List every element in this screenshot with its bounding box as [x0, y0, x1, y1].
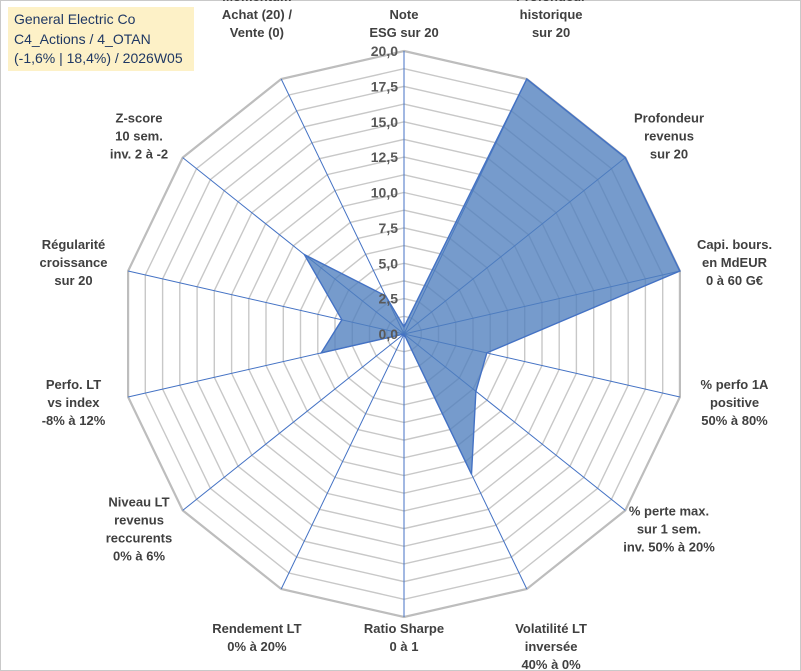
axis-category-label-line: revenus [114, 512, 164, 527]
axis-category-label: Profondeur revenus sur 20 [634, 111, 704, 162]
radial-tick-labels: 0,0 2,5 5,0 7,5 10,0 12,5 15,0 17,5 20,0 [371, 43, 398, 342]
axis-category-label: Perfo. LT vs index -8% à 12% [42, 377, 106, 428]
tick-label: 15,0 [371, 114, 398, 130]
axis-category-label: Profondeur historique sur 20 [516, 0, 586, 40]
axis-category-label-line: ESG sur 20 [369, 25, 438, 40]
axis-category-label-line: revenus [644, 129, 694, 144]
tick-label: 2,5 [379, 291, 399, 307]
tick-label: 0,0 [379, 326, 399, 342]
axis-category-label-line: inversée [525, 639, 578, 654]
axis-category-label-line: Profondeur [634, 111, 704, 126]
axis-spoke [280, 78, 405, 335]
axis-category-label: Niveau LT revenus reccurents 0% à 6% [106, 494, 172, 563]
axis-category-label: Momentum Achat (20) / Vente (0) [222, 0, 292, 40]
axis-category-label-line: sur 20 [650, 147, 688, 162]
tick-label: 5,0 [379, 255, 399, 271]
axis-category-label: Capi. bours. en MdEUR 0 à 60 G€ [697, 237, 772, 288]
axis-category-label-line: Momentum [222, 0, 291, 4]
axis-category-label: % perfo 1A positive 50% à 80% [701, 377, 770, 428]
axis-category-label: Rendement LT 0% à 20% [212, 621, 301, 654]
axis-category-label-line: sur 1 sem. [637, 521, 701, 536]
axis-category-label-line: Capi. bours. [697, 237, 772, 252]
tick-label: 7,5 [379, 220, 399, 236]
title-portfolio: C4_Actions / 4_OTAN [14, 30, 151, 47]
axis-category-label-line: Achat (20) / [222, 7, 292, 22]
axis-category-label-line: Z-score [116, 111, 163, 126]
axis-category-label-line: 0% à 20% [227, 639, 287, 654]
tick-label: 10,0 [371, 185, 398, 201]
axis-category-label-line: croissance [40, 255, 108, 270]
axis-category-label: Régularité croissance sur 20 [40, 237, 108, 288]
axis-category-label-line: Perfo. LT [46, 377, 101, 392]
axis-category-label-line: Ratio Sharpe [364, 621, 444, 636]
tick-label: 20,0 [371, 43, 398, 59]
axis-category-label-line: 40% à 0% [521, 657, 581, 671]
axis-category-labels: Note ESG sur 20 Profondeur historique sur 20… [40, 0, 773, 671]
axis-category-label-line: historique [520, 7, 583, 22]
axis-category-label-line: % perte max. [629, 503, 709, 518]
axis-category-label-line: 10 sem. [115, 129, 163, 144]
axis-category-label-line: Niveau LT [108, 494, 169, 509]
axis-category-label-line: 0% à 6% [113, 548, 165, 563]
axis-category-label-line: Note [390, 7, 419, 22]
axis-category-label: Ratio Sharpe 0 à 1 [364, 621, 444, 654]
title-box: General Electric Co C4_Actions / 4_OTAN … [8, 7, 194, 71]
axis-category-label: Z-score 10 sem. inv. 2 à -2 [110, 111, 168, 162]
axis-category-label-line: Profondeur [516, 0, 586, 4]
axis-category-label-line: Vente (0) [230, 25, 284, 40]
axis-category-label-line: inv. 2 à -2 [110, 147, 168, 162]
axis-category-label-line: Volatilité LT [515, 621, 587, 636]
axis-category-label-line: 50% à 80% [701, 413, 768, 428]
axis-category-label: Volatilité LT inversée 40% à 0% [515, 621, 587, 671]
title-stats-week: (-1,6% | 18,4%) / 2026W05 [14, 50, 183, 66]
axis-category-label-line: 0 à 1 [390, 639, 419, 654]
axis-category-label-line: positive [710, 395, 759, 410]
series-area [302, 77, 681, 475]
axis-category-label-line: inv. 50% à 20% [623, 539, 715, 554]
axis-spoke [280, 333, 405, 590]
axis-spoke [182, 333, 405, 511]
axis-category-label-line: -8% à 12% [42, 413, 106, 428]
axis-category-label-line: reccurents [106, 530, 172, 545]
axis-category-label-line: sur 20 [54, 273, 92, 288]
axis-category-label-line: % perfo 1A [701, 377, 770, 392]
axis-category-label-line: vs index [47, 395, 100, 410]
tick-label: 17,5 [371, 78, 398, 94]
axis-category-label: Note ESG sur 20 [369, 7, 438, 40]
title-company: General Electric Co [14, 11, 136, 27]
axis-category-label-line: sur 20 [532, 25, 570, 40]
axis-category-label-line: Rendement LT [212, 621, 301, 636]
axis-category-label-line: en MdEUR [702, 255, 768, 270]
axis-category-label-line: 0 à 60 G€ [706, 273, 763, 288]
axis-category-label: % perte max. sur 1 sem. inv. 50% à 20% [623, 503, 715, 554]
axis-category-label-line: Régularité [42, 237, 106, 252]
tick-label: 12,5 [371, 149, 398, 165]
